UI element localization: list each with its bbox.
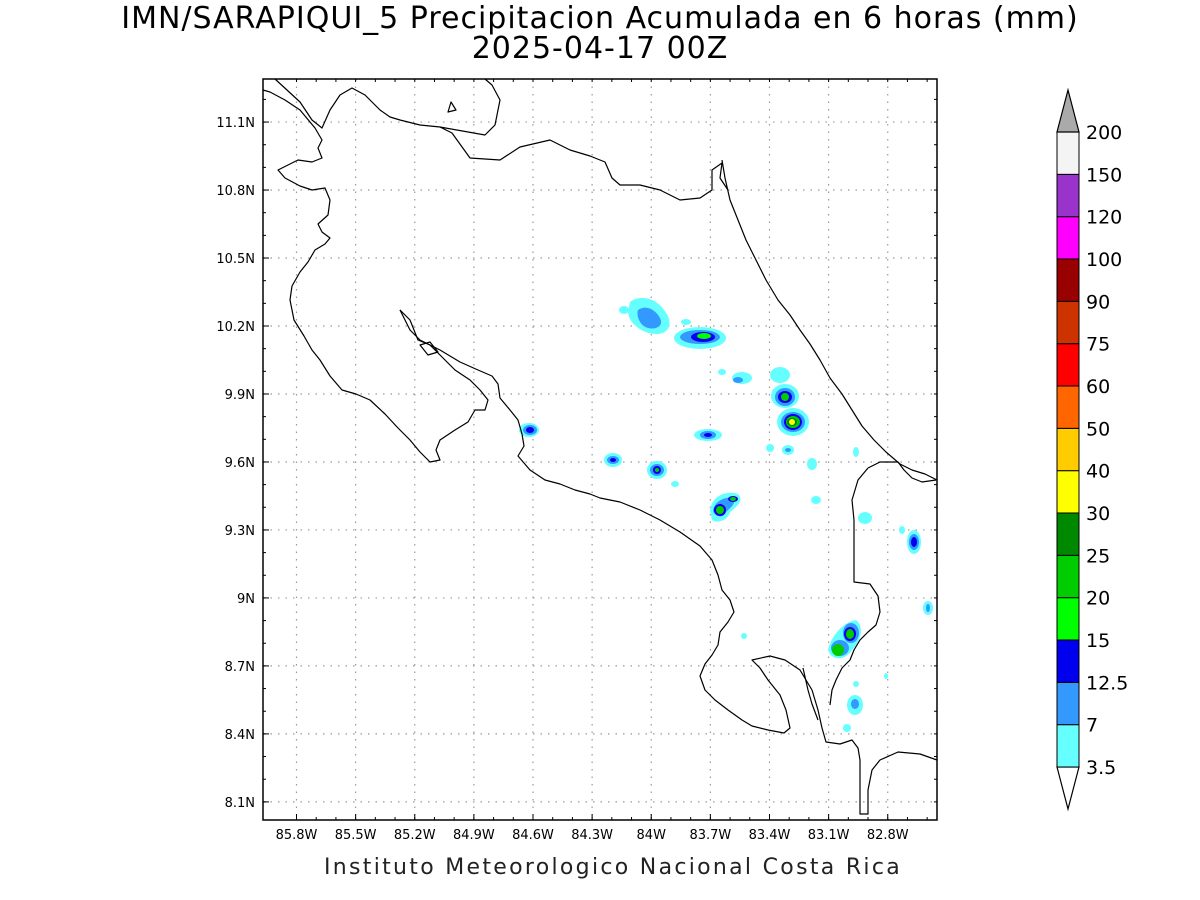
colorbar-swatch xyxy=(1056,173,1080,218)
colorbar-level-label: 50 xyxy=(1086,418,1110,440)
colorbar-level-label: 30 xyxy=(1086,503,1110,525)
lat-tick-label: 11.1N xyxy=(216,116,255,131)
colorbar-swatch xyxy=(1056,639,1080,683)
precip-cell xyxy=(766,408,859,504)
colorbar-level-label: 60 xyxy=(1086,376,1110,398)
colorbar-level-label: 90 xyxy=(1086,291,1110,313)
colorbar-level-label: 150 xyxy=(1086,164,1122,186)
lon-tick-label: 83.4W xyxy=(749,828,791,843)
colorbar-upper-arrow xyxy=(1056,87,1080,133)
precip-cell xyxy=(674,319,726,349)
lon-tick-label: 85.2W xyxy=(394,828,436,843)
precip-cell xyxy=(828,620,861,659)
map-background xyxy=(263,79,937,820)
lat-tick-label: 9N xyxy=(237,592,255,607)
lat-tick-label: 8.1N xyxy=(225,796,255,811)
credit-text: Instituto Meteorologico Nacional Costa R… xyxy=(323,855,903,880)
precip-cell xyxy=(604,453,622,467)
precip-cell xyxy=(718,367,790,384)
map-subtitle-datetime: 2025-04-17 00Z xyxy=(471,31,729,66)
lon-tick-label: 85.8W xyxy=(276,828,318,843)
colorbar-swatch xyxy=(1056,258,1080,302)
precip-cell xyxy=(694,429,722,441)
lon-tick-label: 84.3W xyxy=(571,828,613,843)
colorbar-level-label: 15 xyxy=(1086,630,1110,652)
lon-tick-label: 84.9W xyxy=(453,828,495,843)
coastlines-and-borders xyxy=(262,78,938,815)
colorbar-swatch xyxy=(1056,554,1080,599)
colorbar-level-label: 75 xyxy=(1086,334,1110,356)
longitude-axis: 85.8W 85.5W 85.2W 84.9W 84.6W 84.3W 84W 83.7W 83… xyxy=(276,79,928,843)
colorbar-lower-arrow xyxy=(1056,766,1080,812)
lat-tick-label: 8.7N xyxy=(225,660,255,675)
lon-tick-label: 84.6W xyxy=(512,828,554,843)
colorbar-level-label: 200 xyxy=(1086,122,1122,144)
colorbar-swatch xyxy=(1056,385,1080,429)
latitude-axis: 11.1N 10.8N 10.5N 10.2N 9.9N 9.6N 9.3N 9N 8.7N 8.… xyxy=(216,98,937,811)
precip-cell xyxy=(710,492,741,522)
colorbar-level-label: 3.5 xyxy=(1086,757,1116,779)
lat-tick-label: 9.3N xyxy=(225,524,255,539)
lon-tick-label: 83.1W xyxy=(808,828,850,843)
precip-cell xyxy=(619,297,670,334)
colorbar-level-label: 25 xyxy=(1086,545,1110,567)
colorbar-level-label: 12.5 xyxy=(1086,672,1128,694)
colorbar-swatch xyxy=(1056,597,1080,641)
colorbar-swatch xyxy=(1056,216,1080,260)
lat-tick-label: 8.4N xyxy=(225,728,255,743)
lat-tick-label: 10.5N xyxy=(216,252,255,267)
map-title: IMN/SARAPIQUI_5 Precipitacion Acumulada … xyxy=(121,1,1079,36)
precip-cell xyxy=(519,423,539,437)
lat-tick-label: 9.6N xyxy=(225,456,255,471)
colorbar-level-label: 120 xyxy=(1086,207,1122,229)
lat-tick-label: 10.8N xyxy=(216,184,255,199)
colorbar-level-label: 20 xyxy=(1086,588,1110,610)
precip-cell xyxy=(647,461,679,487)
colorbar-legend: 3.5 7 12.5 15 20 25 30 40 50 60 75 90 100 120 150 200 xyxy=(1056,87,1128,812)
lat-tick-label: 9.9N xyxy=(225,388,255,403)
colorbar-swatch xyxy=(1056,512,1080,556)
precip-cell xyxy=(858,512,933,679)
colorbar-level-label: 7 xyxy=(1086,715,1098,737)
precip-cell xyxy=(741,633,863,732)
lon-tick-label: 85.5W xyxy=(335,828,377,843)
lon-tick-label: 84W xyxy=(637,828,667,843)
colorbar-swatch xyxy=(1056,131,1080,175)
map-frame xyxy=(262,78,938,821)
precip-cell xyxy=(771,384,799,408)
lon-tick-label: 82.8W xyxy=(867,828,909,843)
colorbar-level-label: 100 xyxy=(1086,249,1122,271)
colorbar-swatch xyxy=(1056,724,1080,768)
colorbar-level-label: 40 xyxy=(1086,461,1110,483)
colorbar-swatch xyxy=(1056,427,1080,472)
colorbar-swatch xyxy=(1056,343,1080,387)
colorbar-swatch xyxy=(1056,300,1080,345)
colorbar-swatch xyxy=(1056,470,1080,514)
precipitation-field xyxy=(519,297,933,732)
colorbar-swatch xyxy=(1056,681,1080,726)
lon-tick-label: 83.7W xyxy=(689,828,731,843)
lat-tick-label: 10.2N xyxy=(216,320,255,335)
